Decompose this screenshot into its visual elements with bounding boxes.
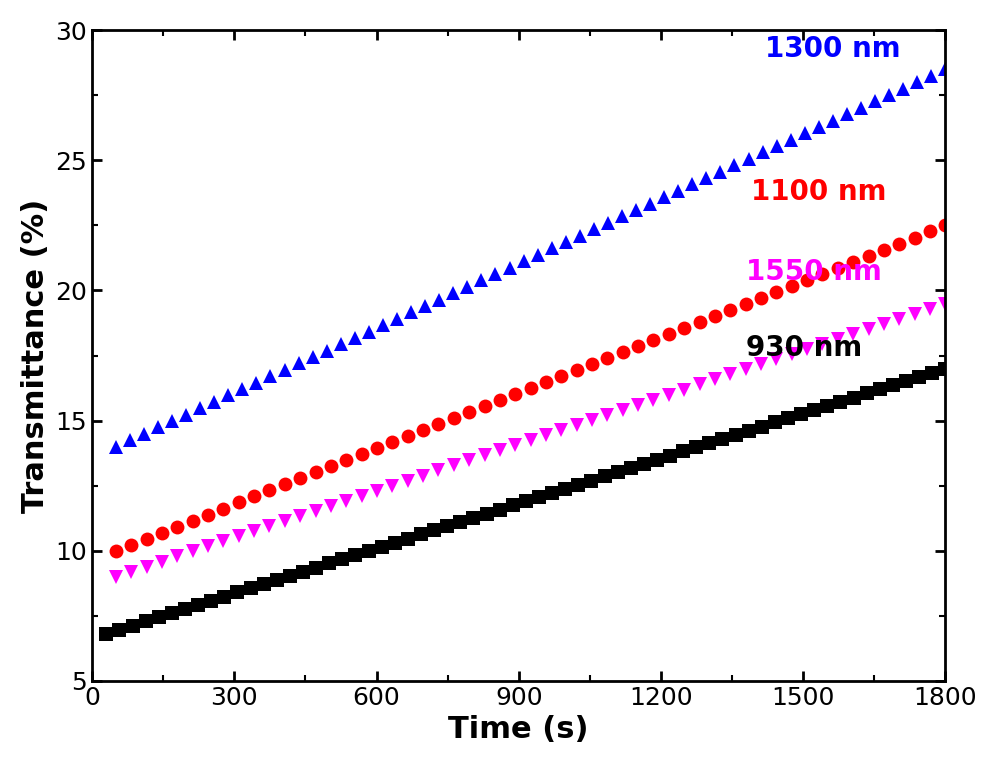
Text: 1100 nm: 1100 nm <box>751 177 886 206</box>
X-axis label: Time (s): Time (s) <box>448 715 589 744</box>
Text: 1550 nm: 1550 nm <box>747 259 882 286</box>
Text: 930 nm: 930 nm <box>747 334 862 362</box>
Text: 1300 nm: 1300 nm <box>765 34 901 63</box>
Y-axis label: Transmittance (%): Transmittance (%) <box>21 198 50 513</box>
